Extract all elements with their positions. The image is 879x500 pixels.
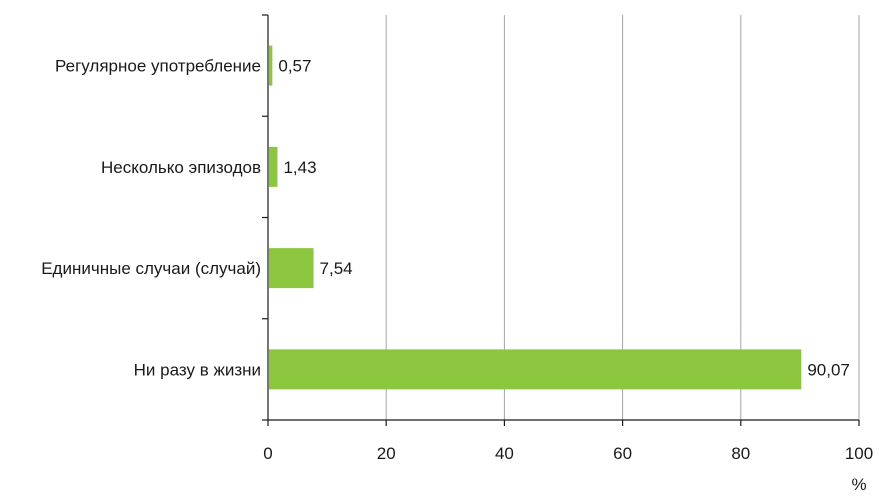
bar [269, 146, 278, 187]
x-tick-label: 20 [377, 444, 396, 463]
axes [262, 14, 860, 426]
x-tick-label: 100 [845, 444, 873, 463]
bars [269, 45, 802, 390]
data-label: 0,57 [278, 57, 311, 76]
labels: 0,57 Регулярное употребление 1,43 Несколько… [41, 57, 873, 494]
data-label: 7,54 [320, 259, 353, 278]
category-label: Единичные случаи (случай) [41, 259, 261, 278]
x-tick-label: 80 [731, 444, 750, 463]
x-tick-label: 0 [263, 444, 272, 463]
x-tick-label: 60 [613, 444, 632, 463]
bar [269, 45, 273, 86]
category-label: Несколько эпизодов [101, 158, 261, 177]
data-label: 90,07 [807, 360, 850, 379]
x-axis-unit-label: % [851, 475, 866, 494]
category-label: Регулярное употребление [55, 57, 261, 76]
x-tick-label: 40 [495, 444, 514, 463]
bar [269, 349, 802, 390]
bar [269, 248, 314, 289]
data-label: 1,43 [283, 158, 316, 177]
category-label: Ни разу в жизни [134, 360, 261, 379]
